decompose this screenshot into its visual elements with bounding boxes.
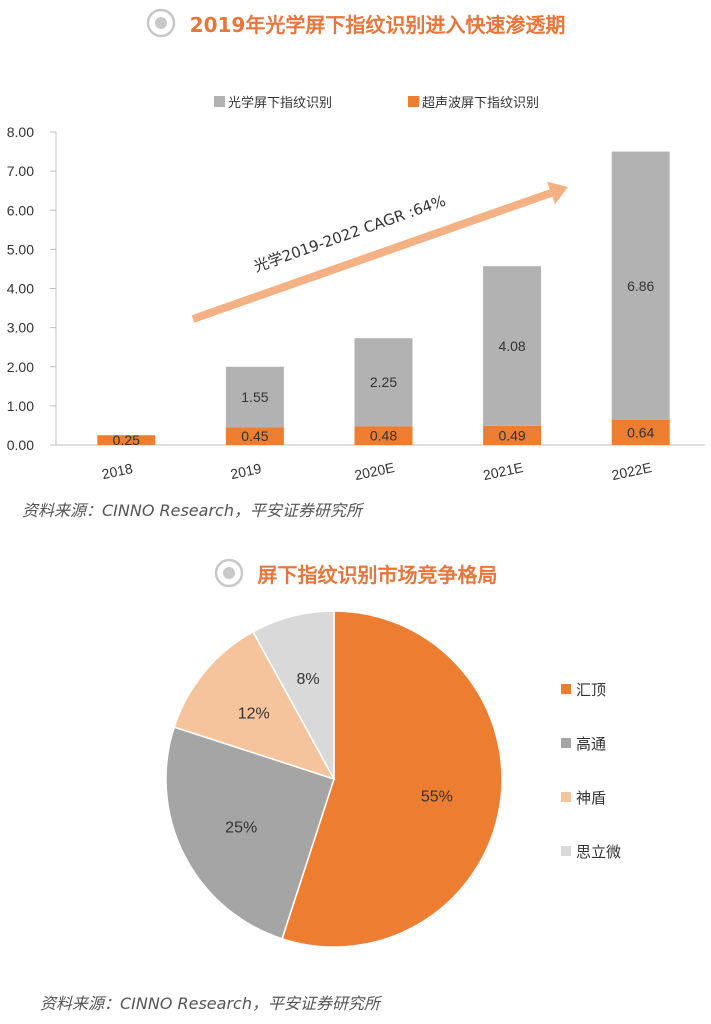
- y-tick-label: 1.00: [7, 398, 34, 414]
- bar-chart-title-text: 2019年光学屏下指纹识别进入快速渗透期: [189, 12, 566, 37]
- legend-swatch: [561, 684, 571, 694]
- legend-swatch: [214, 96, 225, 107]
- bar-ultrasonic: [225, 427, 284, 445]
- legend-swatch: [561, 792, 571, 802]
- y-tick-label: 3.00: [7, 320, 34, 336]
- y-tick-label: 8.00: [7, 124, 34, 140]
- x-tick-label: 2019: [229, 460, 263, 482]
- legend-label: 高通: [576, 735, 606, 753]
- data-label-ultrasonic: 0.49: [498, 427, 525, 443]
- data-label-optical: 4.08: [498, 338, 525, 354]
- target-icon: [214, 558, 243, 588]
- data-label-ultrasonic: 0.48: [370, 428, 397, 444]
- legend-label: 光学屏下指纹识别: [228, 95, 332, 111]
- y-tick-label: 4.00: [7, 281, 34, 297]
- bar-chart: 0.00 1.00 2.00 3.00 4.00 5.00 6.00 7.00 8.00 0.25…: [7, 95, 705, 483]
- pie-data-label: 8%: [297, 671, 320, 688]
- pie-data-label: 25%: [225, 819, 257, 836]
- data-label-ultrasonic: 0.64: [627, 424, 654, 440]
- bar-chart-source: 资料来源：CINNO Research，平安证券研究所: [22, 501, 362, 520]
- trend-arrowhead: [547, 181, 568, 205]
- data-label-optical: 6.86: [627, 278, 654, 294]
- legend-label: 超声波屏下指纹识别: [422, 96, 539, 111]
- data-label-ultrasonic: 0.25: [113, 432, 140, 448]
- data-label-optical: 1.55: [241, 389, 268, 405]
- target-icon: [146, 8, 175, 38]
- pie-chart-title: 屏下指纹识别市场竞争格局: [0, 558, 711, 593]
- bar-ultrasonic: [611, 419, 670, 445]
- data-label-ultrasonic: 0.45: [241, 428, 268, 444]
- y-tick-label: 7.00: [7, 163, 34, 179]
- pie-chart-source: 资料来源：CINNO Research，平安证券研究所: [40, 994, 380, 1013]
- pie-slice: [165, 726, 335, 940]
- bar-chart-title: 2019年光学屏下指纹识别进入快速渗透期: [0, 8, 711, 43]
- y-tick-label: 2.00: [7, 359, 34, 375]
- x-tick-label: 2020E: [353, 459, 396, 483]
- legend-label: 思立微: [576, 843, 621, 861]
- pie-slice: [252, 610, 335, 780]
- legend-swatch: [408, 96, 419, 107]
- bar-optical: [611, 151, 670, 420]
- pie-slice: [281, 610, 503, 948]
- y-tick-label: 0.00: [7, 437, 34, 453]
- pie-data-label: 55%: [421, 788, 453, 805]
- bar-optical: [354, 338, 413, 427]
- bar-optical: [483, 266, 542, 426]
- x-tick-label: 2018: [100, 460, 134, 482]
- pie-chart-title-text: 屏下指纹识别市场竞争格局: [257, 562, 498, 587]
- bar-optical: [225, 366, 284, 428]
- legend-swatch: [561, 846, 571, 856]
- x-tick-label: 2021E: [482, 459, 525, 483]
- x-tick-label: 2022E: [610, 459, 653, 483]
- legend-label: 神盾: [576, 789, 606, 807]
- legend-label: 汇顶: [576, 681, 606, 699]
- bar-ultrasonic: [354, 426, 413, 445]
- bar-ultrasonic: [97, 435, 156, 445]
- bar-ultrasonic: [483, 425, 542, 445]
- y-tick-label: 6.00: [7, 202, 34, 218]
- legend-swatch: [561, 738, 571, 748]
- pie-slice: [173, 630, 336, 781]
- y-tick-label: 5.00: [7, 241, 34, 257]
- data-label-optical: 2.25: [370, 374, 397, 390]
- pie-data-label: 12%: [238, 706, 270, 723]
- trend-arrow: [191, 189, 553, 323]
